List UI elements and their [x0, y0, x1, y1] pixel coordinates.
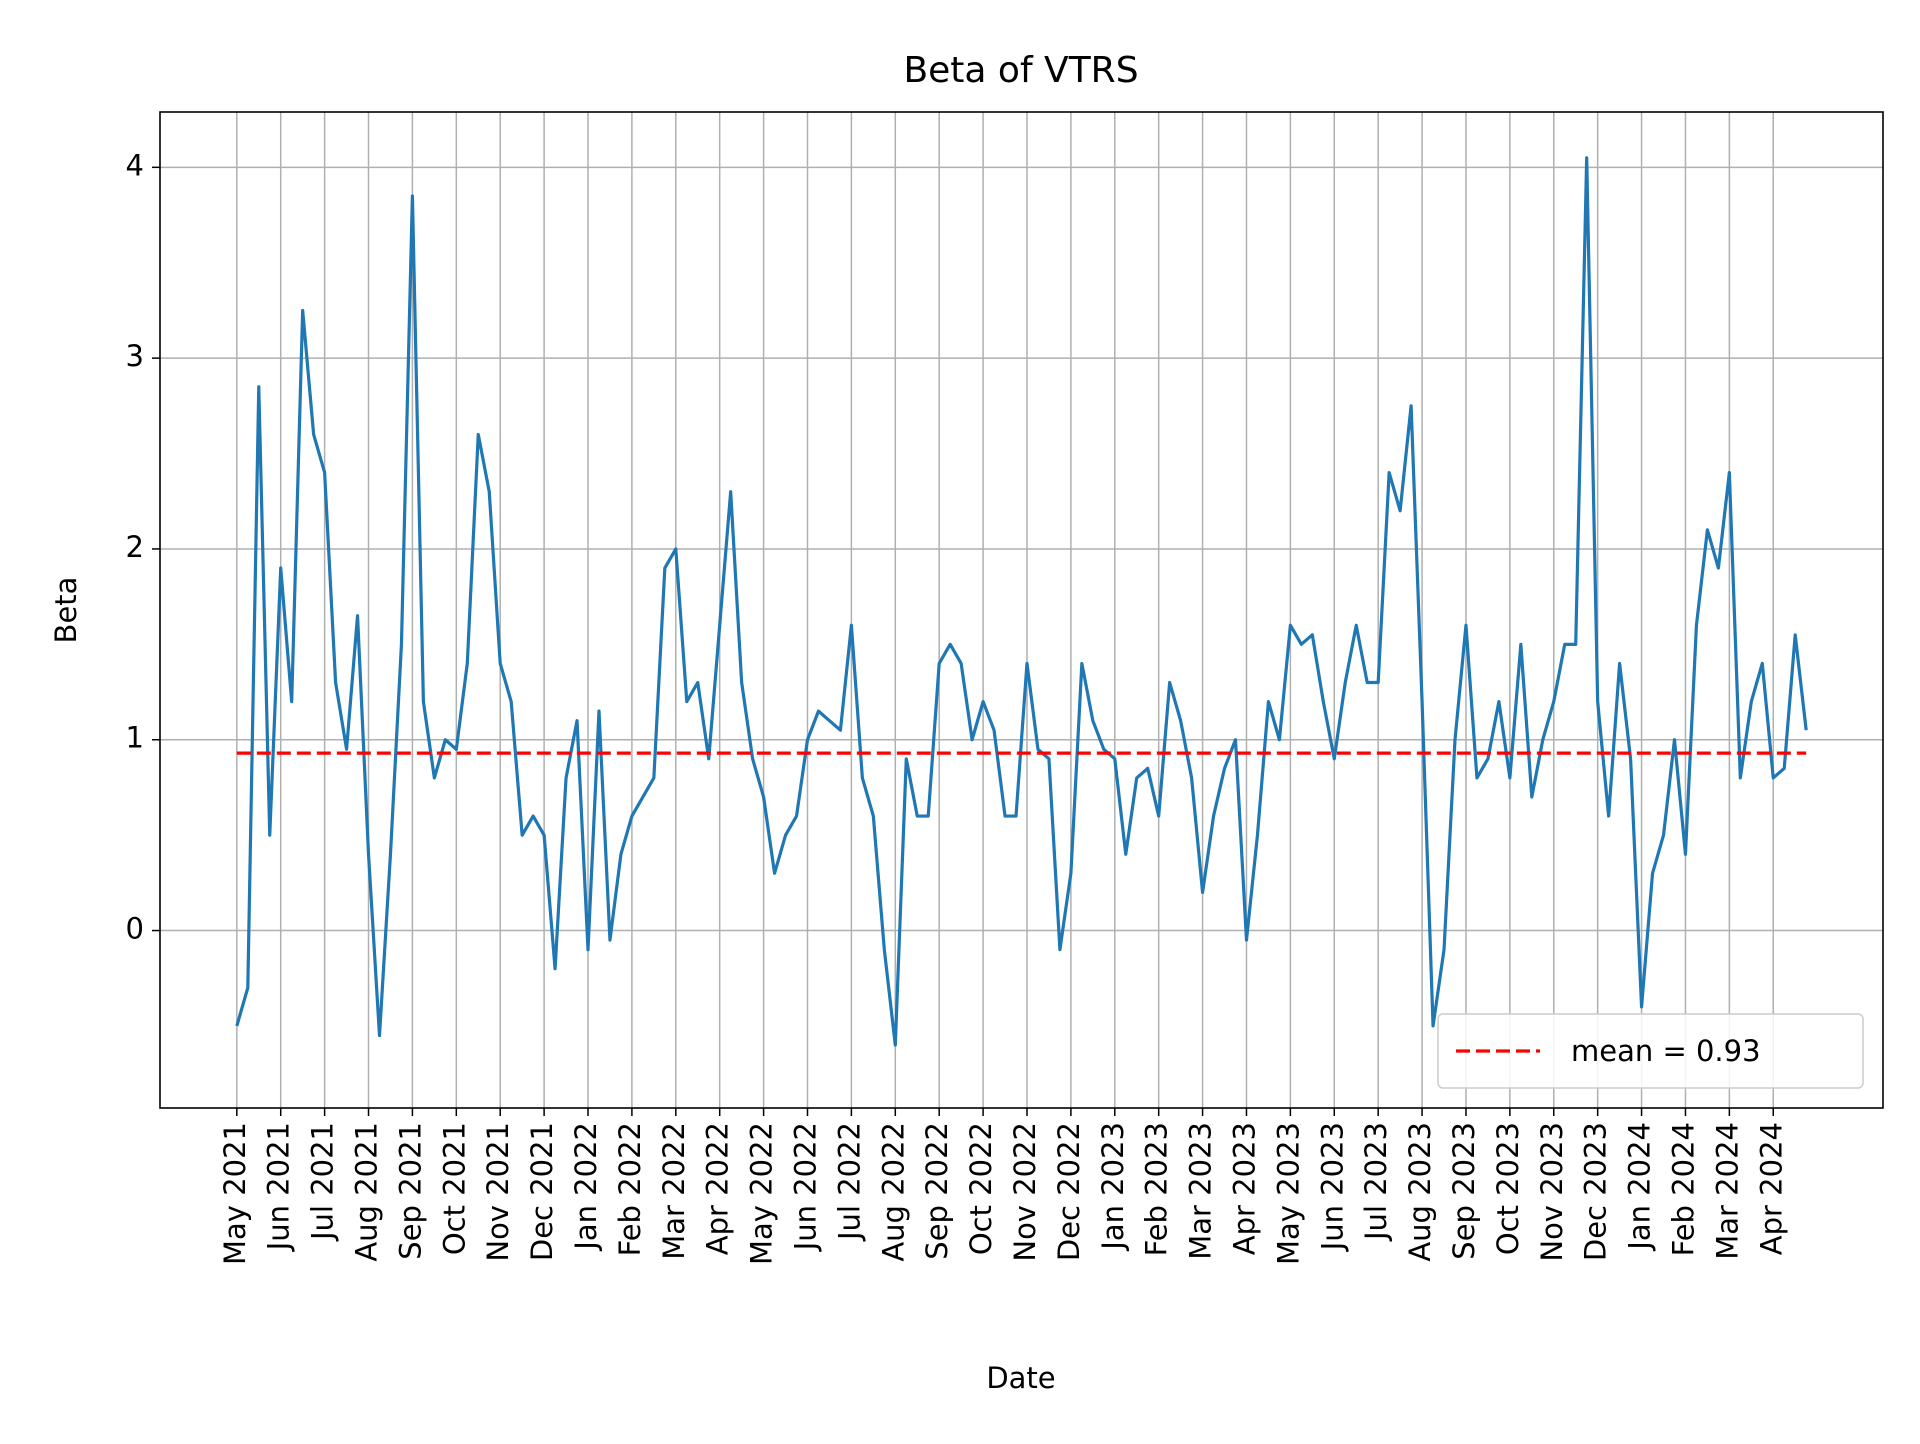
- x-tick-label: Nov 2023: [1535, 1122, 1569, 1262]
- x-tick-label: Jun 2021: [262, 1122, 296, 1252]
- y-tick-label: 4: [126, 148, 144, 182]
- x-tick-label: Jul 2023: [1359, 1122, 1393, 1242]
- data-line: [235, 156, 1808, 1047]
- x-tick-label: Jul 2022: [832, 1122, 866, 1242]
- x-tick-label: Oct 2022: [964, 1122, 998, 1255]
- x-tick-label: Dec 2021: [525, 1122, 559, 1261]
- x-tick-label: Mar 2022: [657, 1122, 691, 1260]
- x-tick-label: Aug 2022: [876, 1122, 910, 1262]
- y-tick-label: 2: [126, 530, 144, 564]
- x-tick-label: Sep 2021: [393, 1122, 427, 1260]
- x-tick-label: Aug 2023: [1403, 1122, 1437, 1262]
- x-tick-label: Nov 2021: [481, 1122, 515, 1262]
- x-tick-label: Apr 2023: [1227, 1122, 1261, 1255]
- x-tick-label: Jan 2023: [1096, 1122, 1130, 1252]
- x-tick-label: Nov 2022: [1008, 1122, 1042, 1262]
- x-tick-label: May 2021: [218, 1122, 252, 1265]
- x-tick-label: Mar 2024: [1710, 1122, 1744, 1260]
- y-tick-label: 3: [126, 339, 144, 373]
- x-axis-label: Date: [986, 1361, 1055, 1395]
- x-tick-label: Sep 2022: [920, 1122, 954, 1260]
- y-tick-label: 1: [126, 721, 144, 755]
- x-tick-label: Apr 2022: [701, 1122, 735, 1255]
- x-tick-label: Aug 2021: [350, 1122, 384, 1262]
- x-tick-label: Jan 2022: [569, 1122, 603, 1252]
- x-tick-label: Feb 2023: [1140, 1122, 1174, 1256]
- x-tick-label: Jul 2021: [306, 1122, 340, 1242]
- legend-label: mean = 0.93: [1571, 1034, 1761, 1068]
- legend: mean = 0.93: [1437, 1013, 1864, 1089]
- x-tick-label: May 2022: [745, 1122, 779, 1265]
- y-tick-label: 0: [126, 912, 144, 946]
- x-tick-label: Oct 2021: [437, 1122, 471, 1255]
- y-axis-label: Beta: [49, 577, 83, 644]
- x-tick-label: Jan 2024: [1623, 1122, 1657, 1252]
- x-tick-label: Feb 2024: [1666, 1122, 1700, 1256]
- x-tick-label: Sep 2023: [1447, 1122, 1481, 1260]
- axes-frame: [159, 111, 1884, 1109]
- x-tick-label: Dec 2023: [1579, 1122, 1613, 1261]
- x-tick-label: Apr 2024: [1754, 1122, 1788, 1255]
- chart-title: Beta of VTRS: [903, 50, 1138, 91]
- x-tick-label: Feb 2022: [613, 1122, 647, 1256]
- x-tick-label: Mar 2023: [1184, 1122, 1218, 1260]
- x-tick-label: Jun 2023: [1315, 1122, 1349, 1252]
- x-tick-label: Jun 2022: [788, 1122, 822, 1252]
- x-tick-label: May 2023: [1271, 1122, 1305, 1265]
- legend-box: [1437, 1013, 1864, 1089]
- x-tick-label: Oct 2023: [1491, 1122, 1525, 1255]
- x-tick-label: Dec 2022: [1052, 1122, 1086, 1261]
